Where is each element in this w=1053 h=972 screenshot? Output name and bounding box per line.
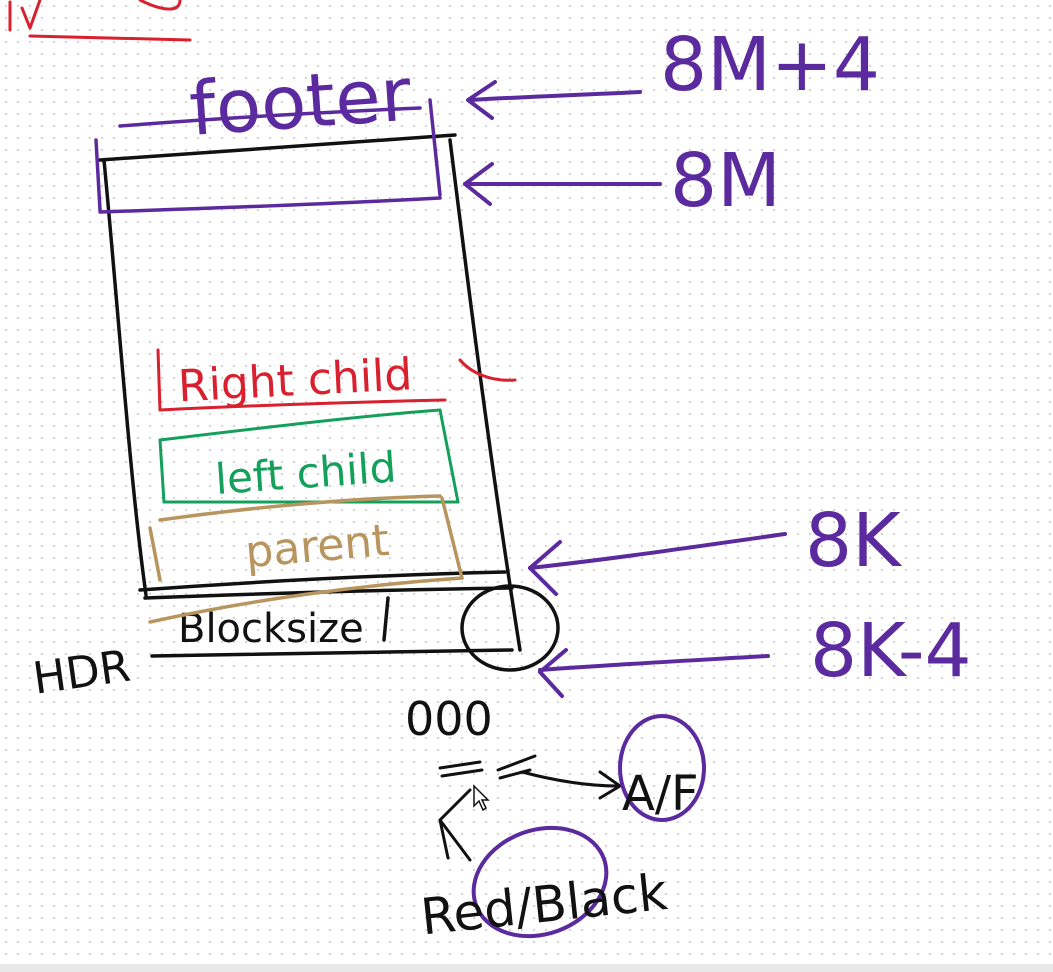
- red-black-circle: [471, 825, 609, 939]
- parent-box: parent: [148, 494, 464, 624]
- bits-label: 000: [405, 692, 493, 746]
- right-child-label: Right child: [177, 349, 414, 412]
- top-red-scribble: [8, 0, 192, 42]
- blocksize-label: Blocksize: [178, 606, 364, 652]
- header-row: HDR Blocksize: [30, 584, 560, 705]
- bottom-edge-bar: [0, 964, 1053, 972]
- status-bits: 000: [405, 692, 622, 862]
- heap-block-outline: [98, 133, 522, 652]
- hdr-label: HDR: [30, 641, 134, 705]
- offset-8m-plus-4-label: 8M+4: [660, 22, 880, 108]
- offset-8k-minus-4-label: 8K-4: [810, 608, 972, 694]
- offset-8k: 8K: [528, 498, 903, 596]
- right-child-box: Right child: [156, 348, 517, 412]
- offset-8m: 8M: [463, 138, 781, 224]
- red-black-bit: Red/Black: [418, 825, 670, 946]
- af-label: A/F: [622, 766, 699, 822]
- offset-8m-label: 8M: [670, 138, 781, 224]
- offset-8m-plus-4: 8M+4: [466, 22, 880, 120]
- af-bit: A/F: [618, 714, 706, 822]
- parent-label: parent: [243, 515, 391, 578]
- left-child-box: left child: [158, 408, 460, 504]
- offset-8k-minus-4: 8K-4: [538, 608, 972, 698]
- offset-8k-label: 8K: [805, 498, 903, 584]
- alloc-bit-circle: [460, 584, 560, 672]
- footer-region: footer: [94, 52, 442, 214]
- af-circle: [618, 714, 706, 822]
- mouse-cursor-icon: [473, 784, 490, 812]
- left-child-label: left child: [214, 442, 398, 504]
- footer-label: footer: [187, 52, 415, 153]
